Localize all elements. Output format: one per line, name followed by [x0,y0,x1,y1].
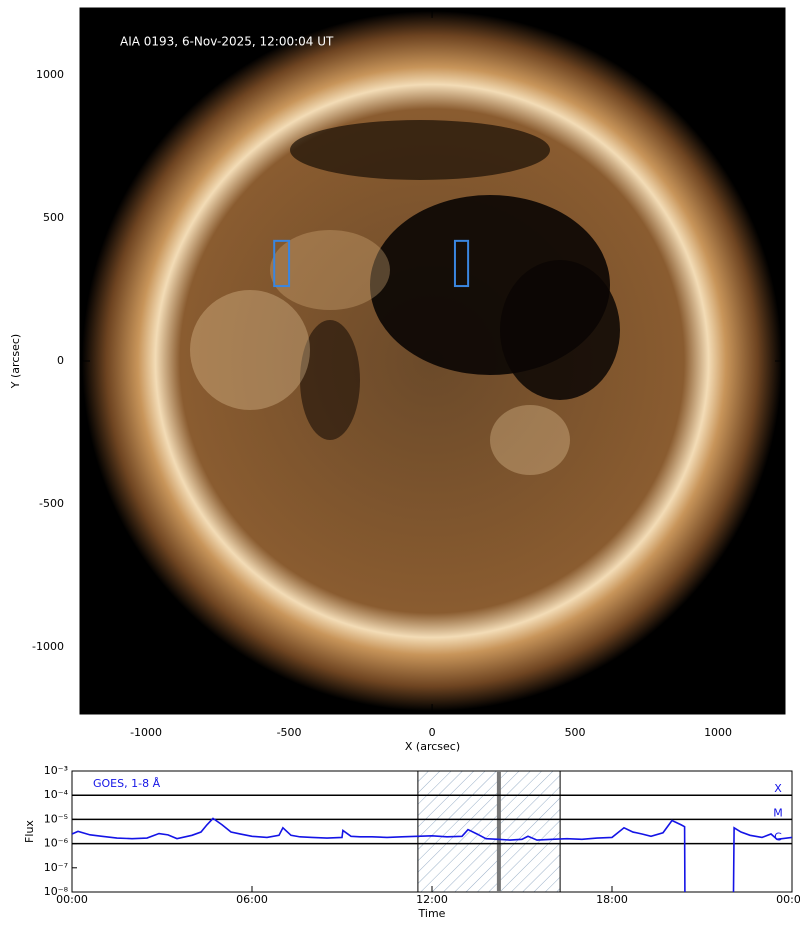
class-label: M [773,806,783,819]
y-axis-label: Flux [23,820,36,843]
x-tick-label: 0 [429,726,436,739]
x-tick-label: -1000 [130,726,162,739]
y-tick-label: 10⁻⁷ [44,861,68,874]
y-tick-label: 10⁻⁴ [44,788,69,801]
x-tick-label: 18:00 [596,893,628,906]
line-group [72,817,792,892]
annotation: GOES, 1-8 Å [93,777,161,790]
class-label: C [774,831,782,844]
chart-title: AIA 0193, 6-Nov-2025, 12:00:04 UT [120,35,334,49]
solar-image [80,8,785,714]
y-tick-label: 0 [57,354,64,367]
flux-line [72,817,792,892]
y-tick-label: -1000 [32,640,64,653]
x-tick-label: 00:00 [56,893,88,906]
shaded-span [417,770,561,893]
class-label: X [774,782,782,795]
y-axis-label: Y (arcsec) [9,334,22,389]
y-tick-label: 10⁻⁵ [44,812,68,825]
y-tick-label: 10⁻³ [44,764,68,777]
y-tick-label: 10⁻⁶ [44,837,69,850]
x-tick-label: 00:00 [776,893,800,906]
x-axis-label: X (arcsec) [405,740,460,753]
y-tick-label: -500 [39,497,64,510]
x-tick-label: 500 [565,726,586,739]
x-axis-label: Time [418,907,446,920]
region-box [273,239,291,288]
y-tick-label: 10⁻⁸ [44,885,69,898]
y-tick-label: 1000 [36,68,64,81]
x-tick-label: 06:00 [236,893,268,906]
x-tick-label: 12:00 [416,893,448,906]
x-tick-label: -500 [277,726,302,739]
x-tick-label: 1000 [704,726,732,739]
y-tick-label: 500 [43,211,64,224]
region-box [453,239,470,288]
